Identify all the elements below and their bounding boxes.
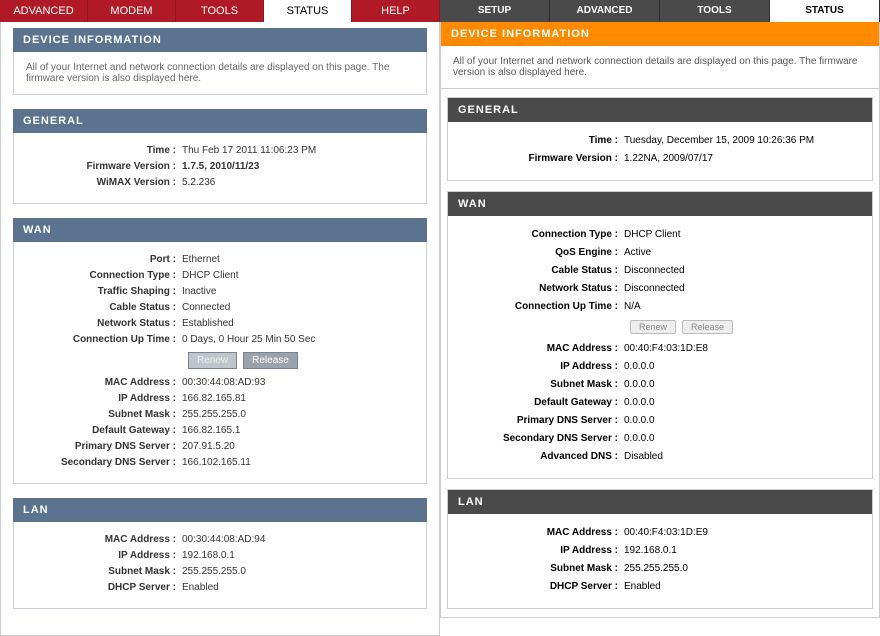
row-key: Subnet Mask : xyxy=(454,560,624,578)
row-key: Advanced DNS : xyxy=(454,448,624,466)
left-section-desc: All of your Internet and network connect… xyxy=(13,52,427,95)
renew-button-r[interactable]: Renew xyxy=(630,320,676,334)
row-key: Connection Up Time : xyxy=(22,332,182,348)
row-key: Default Gateway : xyxy=(22,423,182,439)
left-tabbar: ADVANCED MODEM TOOLS STATUS HELP xyxy=(0,0,440,22)
row-key: Secondary DNS Server : xyxy=(22,455,182,471)
row-value: 00:30:44:08:AD:94 xyxy=(182,532,418,548)
row-value: Disconnected xyxy=(624,262,866,280)
row-key: Primary DNS Server : xyxy=(454,412,624,430)
time-label: Time : xyxy=(22,143,182,159)
row-value: Active xyxy=(624,244,866,262)
row-value: 192.168.0.1 xyxy=(624,542,866,560)
row-value: DHCP Client xyxy=(182,268,418,284)
row-value: 0.0.0.0 xyxy=(624,358,866,376)
row-value: 0 Days, 0 Hour 25 Min 50 Sec xyxy=(182,332,418,348)
row-value: 166.82.165.1 xyxy=(182,423,418,439)
row-value: 0.0.0.0 xyxy=(624,394,866,412)
row-value: 192.168.0.1 xyxy=(182,548,418,564)
row-key: IP Address : xyxy=(454,542,624,560)
row-value: 00:40:F4:03:1D:E9 xyxy=(624,524,866,542)
fw-label: Firmware Version : xyxy=(22,159,182,175)
row-key: MAC Address : xyxy=(22,375,182,391)
row-key: MAC Address : xyxy=(454,524,624,542)
row-value: 00:40:F4:03:1D:E8 xyxy=(624,340,866,358)
row-value: Disconnected xyxy=(624,280,866,298)
row-key: MAC Address : xyxy=(22,532,182,548)
row-key: Secondary DNS Server : xyxy=(454,430,624,448)
right-wan-title: WAN xyxy=(448,192,872,216)
tab-help[interactable]: HELP xyxy=(352,0,440,22)
row-value: Ethernet xyxy=(182,252,418,268)
right-section-desc: All of your Internet and network connect… xyxy=(441,46,879,89)
r-fw-label: Firmware Version : xyxy=(454,150,624,168)
row-value: Disabled xyxy=(624,448,866,466)
tab-tools[interactable]: TOOLS xyxy=(176,0,264,22)
row-key: Cable Status : xyxy=(454,262,624,280)
row-value: 0.0.0.0 xyxy=(624,376,866,394)
row-key: MAC Address : xyxy=(454,340,624,358)
r-time-value: Tuesday, December 15, 2009 10:26:36 PM xyxy=(624,132,866,150)
row-key: Network Status : xyxy=(22,316,182,332)
row-value: 166.82.165.81 xyxy=(182,391,418,407)
row-key: Connection Type : xyxy=(454,226,624,244)
row-key: IP Address : xyxy=(454,358,624,376)
row-value: Enabled xyxy=(624,578,866,596)
row-value: Enabled xyxy=(182,580,418,596)
row-value: 0.0.0.0 xyxy=(624,412,866,430)
row-key: Port : xyxy=(22,252,182,268)
right-tabbar: SETUP ADVANCED TOOLS STATUS xyxy=(440,0,880,22)
fw-value: 1.7.5, 2010/11/23 xyxy=(182,159,418,175)
row-value: 207.91.5.20 xyxy=(182,439,418,455)
row-key: Primary DNS Server : xyxy=(22,439,182,455)
wimax-label: WiMAX Version : xyxy=(22,175,182,191)
left-lan-title: LAN xyxy=(13,498,427,522)
row-key: Cable Status : xyxy=(22,300,182,316)
row-key: Subnet Mask : xyxy=(454,376,624,394)
row-key: Connection Type : xyxy=(22,268,182,284)
row-key: IP Address : xyxy=(22,391,182,407)
row-key: DHCP Server : xyxy=(22,580,182,596)
tab-status-r[interactable]: STATUS xyxy=(770,0,880,22)
row-value: 255.255.255.0 xyxy=(182,407,418,423)
tab-advanced[interactable]: ADVANCED xyxy=(0,0,88,22)
time-value: Thu Feb 17 2011 11:06:23 PM xyxy=(182,143,418,159)
tab-status[interactable]: STATUS xyxy=(264,0,352,22)
right-lan-title: LAN xyxy=(448,490,872,514)
row-value: 0.0.0.0 xyxy=(624,430,866,448)
right-general-title: GENERAL xyxy=(448,98,872,122)
row-key: Traffic Shaping : xyxy=(22,284,182,300)
left-section-title: DEVICE INFORMATION xyxy=(13,28,427,52)
left-wan-title: WAN xyxy=(13,218,427,242)
row-key: IP Address : xyxy=(22,548,182,564)
row-value: 166.102.165.11 xyxy=(182,455,418,471)
r-time-label: Time : xyxy=(454,132,624,150)
renew-button[interactable]: Renew xyxy=(188,352,237,369)
row-key: DHCP Server : xyxy=(454,578,624,596)
row-value: N/A xyxy=(624,298,866,316)
release-button[interactable]: Release xyxy=(243,352,298,369)
row-value: 255.255.255.0 xyxy=(624,560,866,578)
tab-tools-r[interactable]: TOOLS xyxy=(660,0,770,22)
row-value: Established xyxy=(182,316,418,332)
row-key: Subnet Mask : xyxy=(22,407,182,423)
tab-advanced-r[interactable]: ADVANCED xyxy=(550,0,660,22)
row-value: 255.255.255.0 xyxy=(182,564,418,580)
release-button-r[interactable]: Release xyxy=(682,320,733,334)
row-value: Connected xyxy=(182,300,418,316)
right-section-title: DEVICE INFORMATION xyxy=(441,22,879,46)
row-value: 00:30:44:08:AD:93 xyxy=(182,375,418,391)
row-key: Network Status : xyxy=(454,280,624,298)
row-key: QoS Engine : xyxy=(454,244,624,262)
row-key: Subnet Mask : xyxy=(22,564,182,580)
left-general-title: GENERAL xyxy=(13,109,427,133)
row-value: DHCP Client xyxy=(624,226,866,244)
tab-modem[interactable]: MODEM xyxy=(88,0,176,22)
r-fw-value: 1.22NA, 2009/07/17 xyxy=(624,150,866,168)
row-key: Default Gateway : xyxy=(454,394,624,412)
wimax-value: 5.2.236 xyxy=(182,175,418,191)
tab-setup[interactable]: SETUP xyxy=(440,0,550,22)
row-key: Connection Up Time : xyxy=(454,298,624,316)
row-value: Inactive xyxy=(182,284,418,300)
